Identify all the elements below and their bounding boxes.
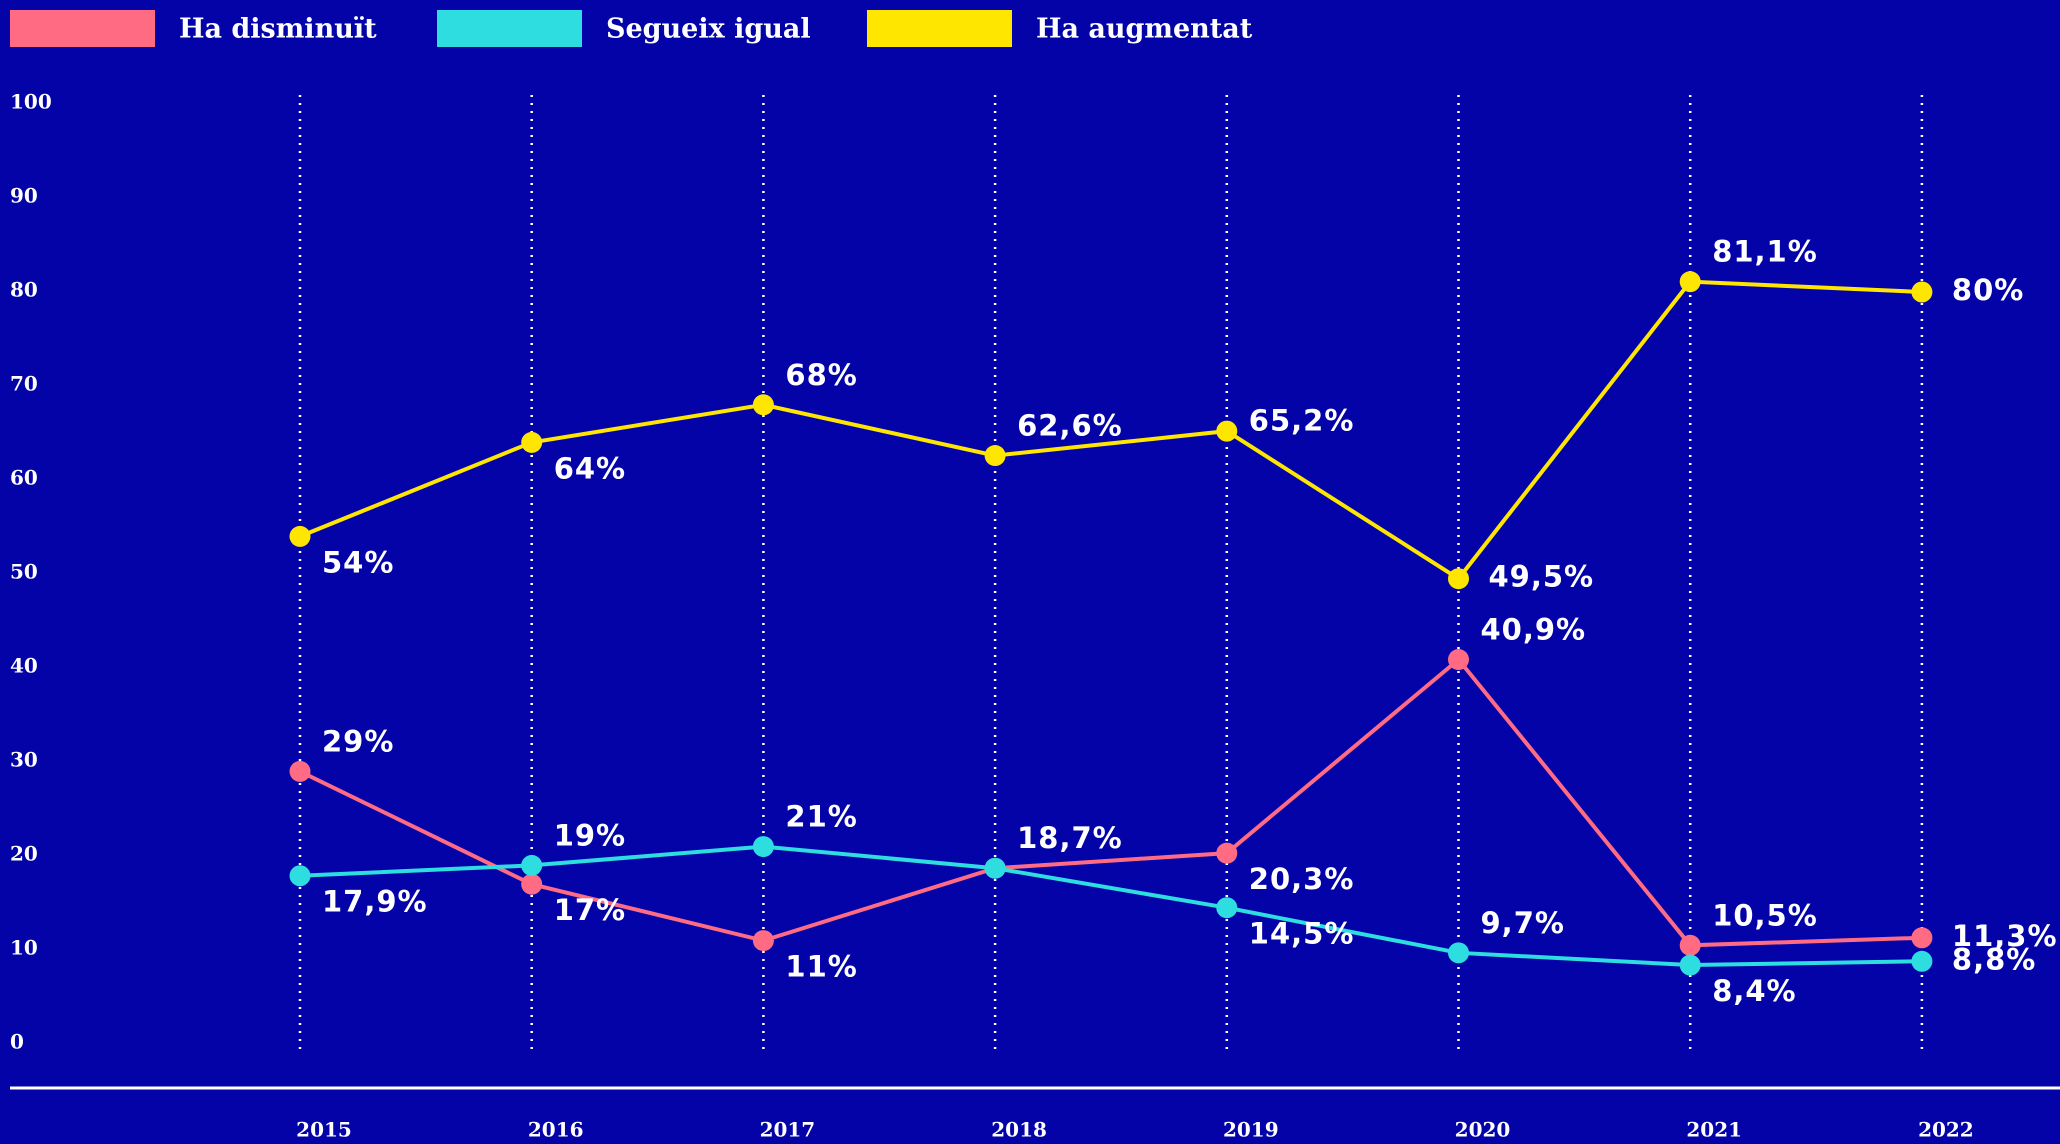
legend-label: Ha disminuït: [179, 14, 377, 45]
x-tick-label: 2020: [1455, 1118, 1511, 1142]
data-point: [1216, 842, 1238, 864]
x-tick-label: 2016: [528, 1118, 584, 1142]
data-point: [1448, 649, 1469, 671]
data-point: [1911, 281, 1933, 303]
x-tick-label: 2021: [1686, 1118, 1742, 1142]
data-label: 68%: [785, 358, 857, 392]
data-label: 40,9%: [1481, 613, 1587, 647]
y-tick-label: 100: [10, 90, 52, 114]
data-label: 8,4%: [1712, 974, 1796, 1008]
data-label: 11,3%: [1952, 919, 2058, 953]
legend-swatch: [10, 10, 155, 47]
legend-label: Segueix igual: [606, 14, 811, 45]
data-point: [1911, 950, 1933, 972]
data-point: [752, 930, 774, 952]
series-line: [299, 279, 1922, 582]
data-point: [1448, 568, 1469, 590]
legend-label: Ha augmentat: [1036, 14, 1253, 45]
data-label: 65,2%: [1249, 404, 1355, 438]
y-tick-label: 20: [10, 842, 38, 866]
x-tick-label: 2015: [296, 1118, 352, 1142]
data-point: [289, 865, 311, 887]
data-label: 10,5%: [1712, 898, 1818, 932]
data-point: [1216, 897, 1238, 919]
data-label: 8,8%: [1952, 942, 2036, 976]
y-tick-label: 90: [10, 184, 38, 208]
data-point: [1216, 420, 1238, 442]
legend-swatch: [867, 10, 1012, 47]
data-label: 14,5%: [1249, 917, 1355, 951]
data-label: 29%: [322, 724, 394, 758]
data-label: 11%: [785, 950, 857, 984]
y-tick-label: 80: [10, 278, 38, 302]
data-point: [521, 431, 543, 453]
series-line: [299, 656, 1922, 948]
data-point: [984, 857, 1006, 879]
data-label: 20,3%: [1249, 862, 1355, 896]
y-tick-label: 70: [10, 372, 38, 396]
y-tick-label: 40: [10, 654, 38, 678]
y-tick-label: 60: [10, 466, 38, 490]
data-label: 80%: [1952, 273, 2024, 307]
data-point: [1679, 954, 1701, 976]
data-point: [1679, 934, 1701, 956]
x-tick-label: 2017: [760, 1118, 816, 1142]
y-tick-label: 30: [10, 748, 38, 772]
y-tick-label: 50: [10, 560, 38, 584]
data-label: 17,9%: [322, 885, 428, 919]
data-point: [289, 525, 311, 547]
data-label: 9,7%: [1481, 906, 1565, 940]
data-point: [752, 836, 774, 858]
data-point: [1679, 271, 1701, 293]
data-label: 18,7%: [1017, 821, 1123, 855]
data-point: [752, 394, 774, 416]
data-label: 49,5%: [1489, 560, 1595, 594]
data-label: 81,1%: [1712, 235, 1818, 269]
legend-swatch: [437, 10, 582, 47]
data-point: [984, 445, 1006, 467]
data-point: [1911, 927, 1933, 949]
data-point: [521, 873, 543, 895]
data-point: [1448, 942, 1469, 964]
data-label: 62,6%: [1017, 409, 1123, 443]
y-tick-label: 10: [10, 936, 38, 960]
series-line: [299, 844, 1922, 968]
data-label: 17%: [554, 893, 626, 927]
x-tick-label: 2018: [991, 1118, 1047, 1142]
data-label: 64%: [554, 451, 626, 485]
data-label: 19%: [554, 818, 626, 852]
data-label: 54%: [322, 545, 394, 579]
x-tick-label: 2019: [1223, 1118, 1279, 1142]
data-point: [289, 760, 311, 782]
x-tick-label: 2022: [1918, 1118, 1974, 1142]
data-label: 21%: [785, 800, 857, 834]
data-point: [521, 854, 543, 876]
y-tick-label: 0: [10, 1030, 24, 1054]
